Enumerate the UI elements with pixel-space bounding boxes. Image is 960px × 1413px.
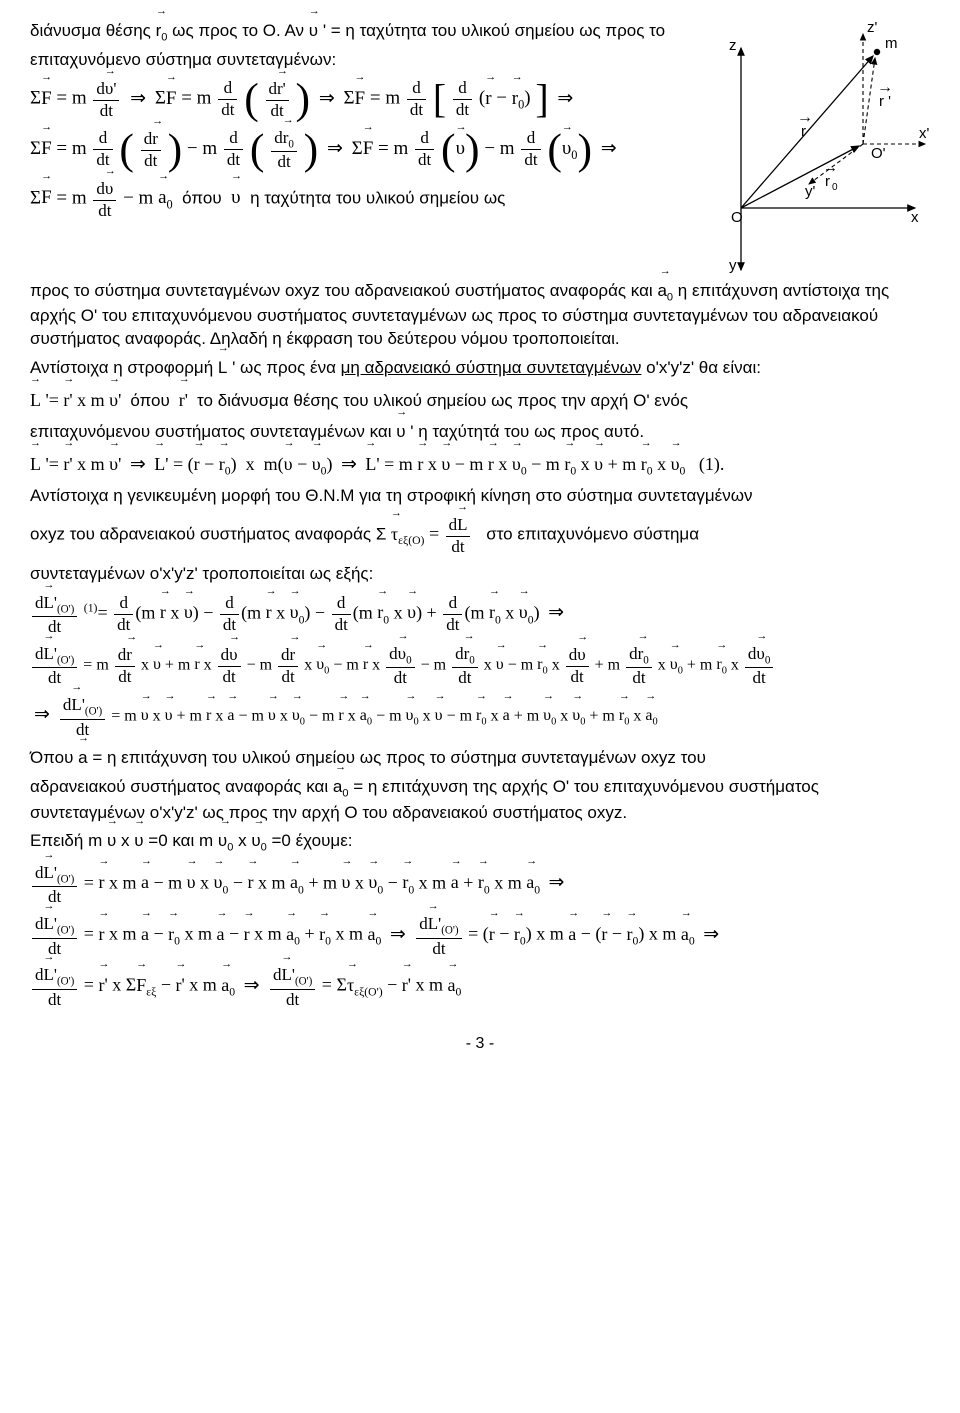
equation-deriv-1: dL'(O')dt (1)= ddt(m r x υ) − ddt(m r x … <box>30 592 930 637</box>
svg-text:x': x' <box>919 125 930 142</box>
vec-r0: r0 <box>156 18 168 45</box>
equation-tau: oxyz του αδρανειακού συστήματος αναφοράς… <box>30 514 930 556</box>
page-number: - 3 - <box>30 1033 930 1055</box>
coordinate-diagram: z z' m → r → r ' x' O' y' → r 0 O x y <box>705 18 930 278</box>
equation-L-expand: L '= r' x m υ' ⇒ L' = (r − r0) x m(υ − υ… <box>30 450 930 479</box>
svg-text:x: x <box>911 209 919 226</box>
intro-line-1: διάνυσμα θέσης r0 ως προς το Ο. Αν υ ' =… <box>30 18 699 45</box>
svg-text:z': z' <box>867 19 878 36</box>
para-9: Επειδή m υ x υ =0 και m υ0 x υ0 =0 έχουμ… <box>30 828 930 855</box>
equation-deriv-2: dL'(O')dt = m drdt x υ + m r x dυdt − m … <box>30 643 930 688</box>
equation-final-1: dL'(O')dt = r x m a − m υ x υ0 − r x m a… <box>30 862 930 907</box>
svg-text:r: r <box>801 123 806 140</box>
equation-row-3: ΣF = m dυdt − m a0 όπου υ η ταχύτητα του… <box>30 178 699 220</box>
txt: διάνυσμα θέσης <box>30 21 156 40</box>
para-6: συντεταγμένων o'x'y'z' τροποποιείται ως … <box>30 563 930 586</box>
svg-text:0: 0 <box>832 182 838 193</box>
vec-a0-2: a0 <box>333 774 349 801</box>
equation-row-1: ΣF = m dυ'dt ⇒ ΣF = m ddt ( dr'dt ) ⇒ ΣF… <box>30 78 699 120</box>
vec-a: a <box>78 745 87 770</box>
equation-row-2: ΣF = m ddt ( drdt ) − m ddt ( dr0dt ) ⇒ … <box>30 127 699 172</box>
equation-final-2: dL'(O')dt = r x m a − r0 x m a − r x m a… <box>30 913 930 958</box>
para-1: προς το σύστημα συντεταγμένων oxyz του α… <box>30 278 930 351</box>
svg-text:z: z <box>729 37 737 54</box>
intro-line-2: επιταχυνόμενο σύστημα συντεταγμένων: <box>30 49 699 72</box>
txt: ' = η ταχύτητα του υλικού σημείου ως προ… <box>323 21 665 40</box>
equation-deriv-3: ⇒ dL'(O')dt = m υ x υ + m r x a − m υ x … <box>30 694 930 739</box>
svg-text:y: y <box>729 257 737 274</box>
svg-text:O': O' <box>871 145 886 162</box>
para-8: αδρανειακού συστήματος αναφοράς και a0 =… <box>30 774 930 824</box>
svg-text:y': y' <box>805 183 816 200</box>
equation-final-3: dL'(O')dt = r' x ΣFεξ − r' x m a0 ⇒ dL'(… <box>30 964 930 1009</box>
vec-u: υ <box>396 419 405 444</box>
diagram-svg: z z' m → r → r ' x' O' y' → r 0 O x y <box>705 18 930 278</box>
underlined-phrase: μη αδρανειακό σύστημα συντεταγμένων <box>341 358 642 377</box>
vec-a0: a0 <box>657 278 673 305</box>
vec-u-prime: υ <box>309 18 318 43</box>
svg-text:O: O <box>731 209 743 226</box>
equation-L-def: L '= r' x m υ' όπου r' το διάνυσμα θέσης… <box>30 386 930 413</box>
para-4: Αντίστοιχα η γενικευμένη μορφή του Θ.Ν.Μ… <box>30 485 930 508</box>
para-2: Αντίστοιχα η στροφορμή L ' ως προς ένα μ… <box>30 355 930 380</box>
vec-L: L <box>218 355 227 380</box>
txt: ως προς το Ο. Αν <box>172 21 309 40</box>
para-7: Όπου a = η επιτάχυνση του υλικού σημείου… <box>30 745 930 770</box>
svg-text:r ': r ' <box>879 93 891 110</box>
svg-text:r: r <box>825 173 830 190</box>
svg-text:m: m <box>885 35 898 52</box>
